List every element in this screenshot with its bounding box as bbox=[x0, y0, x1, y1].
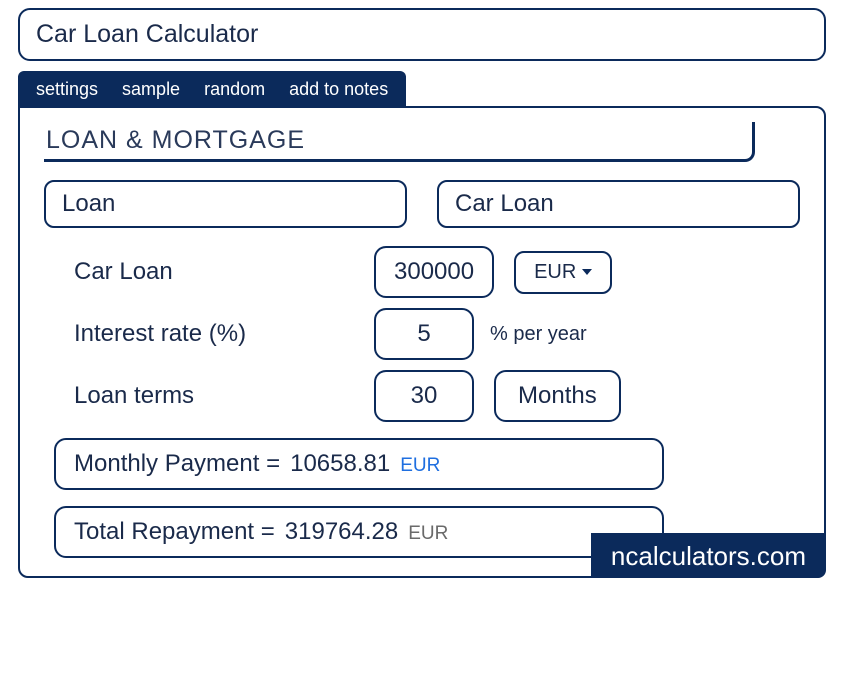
currency-select[interactable]: EUR bbox=[514, 251, 612, 294]
chevron-down-icon bbox=[582, 269, 592, 275]
loan-term-input[interactable]: 30 bbox=[374, 370, 474, 422]
category-select-label: Loan bbox=[62, 190, 115, 217]
tab-settings[interactable]: settings bbox=[36, 79, 98, 100]
total-repayment-label: Total Repayment = bbox=[74, 518, 275, 546]
page-title-box: Car Loan Calculator bbox=[18, 8, 826, 61]
interest-rate-input[interactable]: 5 bbox=[374, 308, 474, 360]
loan-amount-row: Car Loan 300000 EUR bbox=[74, 246, 800, 298]
main-panel: LOAN & MORTGAGE Loan Car Loan Car Loan 3… bbox=[18, 106, 826, 578]
interest-rate-label: Interest rate (%) bbox=[74, 320, 374, 348]
tab-random[interactable]: random bbox=[204, 79, 265, 100]
total-repayment-result: Total Repayment = 319764.28 EUR bbox=[54, 506, 664, 558]
total-repayment-value: 319764.28 bbox=[285, 518, 398, 546]
interest-rate-row: Interest rate (%) 5 % per year bbox=[74, 308, 800, 360]
monthly-payment-currency: EUR bbox=[400, 455, 440, 477]
loan-term-label: Loan terms bbox=[74, 382, 374, 410]
page-title: Car Loan Calculator bbox=[36, 20, 258, 48]
loan-amount-label: Car Loan bbox=[74, 258, 374, 286]
category-select[interactable]: Loan bbox=[44, 180, 407, 228]
interest-rate-suffix: % per year bbox=[490, 323, 587, 346]
type-select-label: Car Loan bbox=[455, 190, 554, 217]
loan-term-unit[interactable]: Months bbox=[494, 370, 621, 422]
currency-select-label: EUR bbox=[534, 261, 576, 284]
type-select[interactable]: Car Loan bbox=[437, 180, 800, 228]
tab-sample[interactable]: sample bbox=[122, 79, 180, 100]
total-repayment-currency: EUR bbox=[408, 523, 448, 545]
loan-amount-input[interactable]: 300000 bbox=[374, 246, 494, 298]
brand-badge: ncalculators.com bbox=[591, 533, 826, 578]
selector-row: Loan Car Loan bbox=[44, 180, 800, 228]
tab-bar: settings sample random add to notes bbox=[18, 71, 406, 108]
monthly-payment-result: Monthly Payment = 10658.81 EUR bbox=[54, 438, 664, 490]
section-title: LOAN & MORTGAGE bbox=[44, 122, 755, 162]
monthly-payment-label: Monthly Payment = bbox=[74, 450, 280, 478]
tab-add-to-notes[interactable]: add to notes bbox=[289, 79, 388, 100]
loan-term-row: Loan terms 30 Months bbox=[74, 370, 800, 422]
monthly-payment-value: 10658.81 bbox=[290, 450, 390, 478]
